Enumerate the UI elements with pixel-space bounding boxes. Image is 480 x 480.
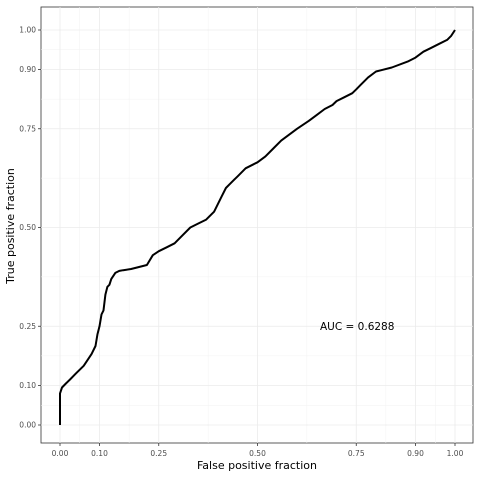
x-axis-title: False positive fraction	[197, 459, 317, 472]
x-tick-label: 0.25	[150, 449, 167, 458]
x-tick-label: 0.50	[249, 449, 266, 458]
y-tick-label: 0.75	[19, 124, 36, 133]
y-axis-title: True positive fraction	[4, 168, 17, 285]
x-tick-label: 0.90	[407, 449, 424, 458]
x-tick-label: 1.00	[447, 449, 464, 458]
auc-annotation: AUC = 0.6288	[320, 321, 394, 333]
y-tick-label: 1.00	[19, 26, 36, 35]
y-tick-label: 0.10	[19, 381, 36, 390]
axis-ticks: 0.00 0.10 0.25 0.50 0.75 0.90 1.00 0.00 0.10 0.25…	[19, 26, 463, 458]
y-tick-label: 0.90	[19, 65, 36, 74]
y-tick-label: 0.50	[19, 223, 36, 232]
y-tick-label: 0.00	[19, 421, 36, 430]
x-tick-label: 0.10	[91, 449, 108, 458]
plot-panel	[40, 6, 474, 444]
y-tick-label: 0.25	[19, 322, 36, 331]
x-tick-label: 0.75	[348, 449, 365, 458]
grid	[41, 7, 473, 443]
roc-curve	[59, 29, 456, 425]
x-tick-label: 0.00	[52, 449, 69, 458]
